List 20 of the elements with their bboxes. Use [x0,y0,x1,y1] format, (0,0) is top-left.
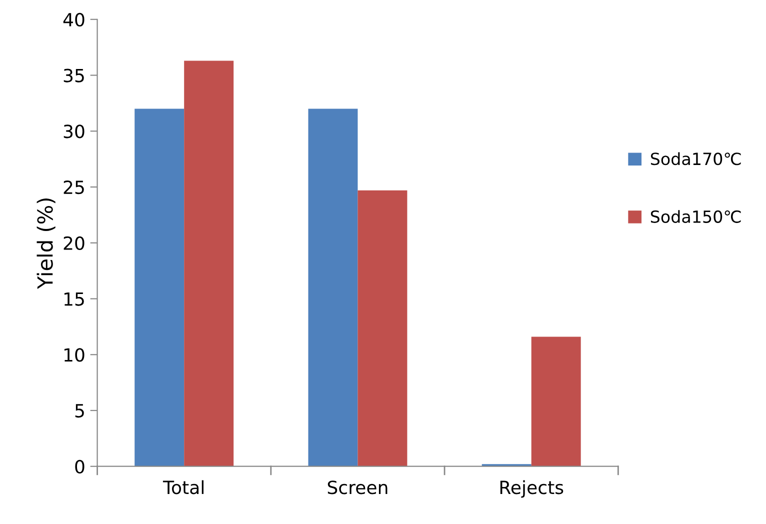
y-tick-label: 10 [64,348,84,362]
y-tick-label: 0 [75,460,84,474]
y-tick-label: 25 [64,180,84,194]
y-tick-label: 5 [75,404,84,418]
x-tick-label: Total [162,480,204,494]
legend-label: Soda150℃ [650,210,741,223]
y-tick-label: 35 [64,68,84,82]
x-tick-label: Screen [328,480,388,494]
bar [358,190,408,466]
legend-label: Soda170℃ [650,152,741,166]
y-axis-title: Yield (%) [36,198,56,290]
y-tick-label: 30 [64,124,84,138]
x-tick-label: Rejects [500,480,564,498]
bar [308,108,358,466]
y-tick-label: 20 [64,236,84,250]
y-tick-label: 15 [64,292,84,306]
bar [531,336,581,466]
bar [134,108,184,466]
bar [184,60,234,466]
y-tick-label: 40 [63,12,84,27]
